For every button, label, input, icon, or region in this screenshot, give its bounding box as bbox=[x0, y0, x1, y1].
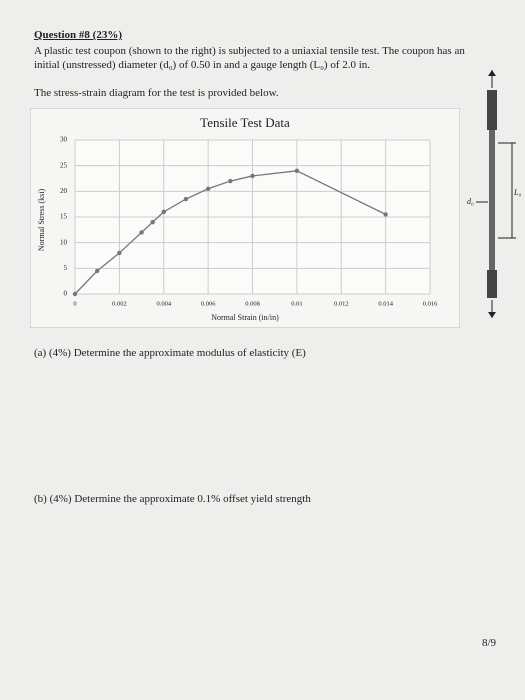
y-tick-label: 20 bbox=[60, 187, 68, 195]
data-point bbox=[117, 250, 122, 256]
x-tick-label: 0.006 bbox=[201, 300, 216, 307]
y-tick-label: 25 bbox=[60, 161, 68, 169]
x-tick-label: 0.01 bbox=[291, 300, 302, 307]
x-tick-label: 0 bbox=[73, 300, 76, 307]
x-tick-label: 0.002 bbox=[112, 300, 127, 307]
y-axis-label: Normal Stress (ksi) bbox=[37, 189, 46, 252]
y-tick-label: 10 bbox=[60, 238, 68, 246]
x-tick-label: 0.004 bbox=[156, 300, 171, 307]
chart-title: Tensile Test Data bbox=[200, 115, 290, 130]
data-point bbox=[161, 209, 166, 215]
diameter-label: d₀ bbox=[467, 197, 474, 206]
x-tick-label: 0.014 bbox=[378, 300, 393, 307]
data-point bbox=[72, 291, 78, 297]
part-b: (b) (4%) Determine the approximate 0.1% … bbox=[34, 493, 311, 505]
x-tick-label: 0.012 bbox=[334, 300, 349, 307]
length-label: L₀ bbox=[513, 188, 521, 197]
chart: Tensile Test Data Normal Strain (in/in) … bbox=[30, 108, 460, 328]
diagram-note: The stress-strain diagram for the test i… bbox=[34, 87, 279, 99]
part-a: (a) (4%) Determine the approximate modul… bbox=[34, 347, 306, 359]
grip bbox=[487, 90, 497, 130]
y-tick-label: 5 bbox=[64, 264, 68, 272]
y-tick-label: 0 bbox=[64, 290, 68, 298]
grip bbox=[487, 270, 497, 298]
data-line bbox=[74, 170, 386, 295]
data-point bbox=[205, 186, 211, 191]
x-tick-label: 0.008 bbox=[245, 300, 260, 307]
data-point bbox=[228, 178, 233, 184]
question-intro: A plastic test coupon (shown to the righ… bbox=[34, 45, 465, 72]
y-tick-label: 30 bbox=[60, 136, 68, 144]
gauge-section bbox=[489, 130, 495, 270]
data-point bbox=[139, 230, 144, 235]
y-tick-label: 15 bbox=[60, 213, 68, 221]
x-tick-label: 0.016 bbox=[423, 300, 438, 307]
coupon-figure: d₀ L₀ bbox=[467, 70, 521, 318]
data-point bbox=[183, 196, 189, 202]
data-point bbox=[150, 219, 155, 225]
question-heading: Question #8 (23%) bbox=[34, 29, 122, 41]
arrow-head bbox=[488, 312, 496, 318]
data-point bbox=[94, 268, 100, 274]
page-number: 8/9 bbox=[482, 637, 497, 649]
x-axis-label: Normal Strain (in/in) bbox=[211, 313, 279, 322]
arrow-head bbox=[488, 70, 496, 76]
data-point bbox=[250, 173, 255, 179]
data-point bbox=[294, 168, 300, 173]
data-point bbox=[383, 212, 388, 217]
